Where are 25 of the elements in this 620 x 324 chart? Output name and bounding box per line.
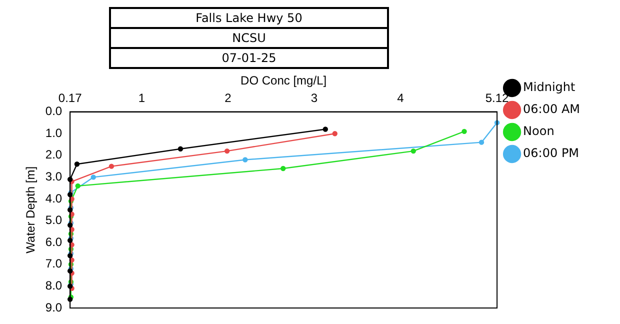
y-tick-label: 7.0 <box>45 256 62 271</box>
legend-label: Noon <box>523 124 554 138</box>
y-tick-label: 4.0 <box>45 191 62 206</box>
x-tick-label: 0.17 <box>58 90 82 105</box>
y-tick-label: 5.0 <box>45 213 62 228</box>
y-tick-label: 0.0 <box>45 104 62 118</box>
chart-title: Falls Lake Hwy 50 <box>109 7 389 29</box>
y-axis-title: Water Depth [m] <box>24 166 38 254</box>
y-tick-label: 8.0 <box>45 278 62 293</box>
y-tick-label: 9.0 <box>45 300 62 314</box>
y-tick-label: 1.0 <box>45 126 62 140</box>
x-tick-label: 3 <box>310 90 318 105</box>
legend-label: Midnight <box>523 80 576 94</box>
legend-label: 06:00 PM <box>523 146 580 160</box>
y-tick-label: 6.0 <box>45 234 62 249</box>
x-axis-title: DO Conc [mg/L] <box>240 74 327 88</box>
chart-subtitle: NCSU <box>109 27 389 49</box>
text: 07-01-25 <box>109 47 389 69</box>
x-tick-label: 5.12 <box>485 90 510 105</box>
legend-label: 06:00 AM <box>523 102 580 116</box>
y-tick-label: 2.0 <box>45 148 62 162</box>
x-tick-label: 2 <box>224 90 232 105</box>
y-tick-label: 3.0 <box>45 170 62 184</box>
x-tick-label: 1 <box>138 90 146 105</box>
x-tick-label: 4 <box>397 90 404 105</box>
